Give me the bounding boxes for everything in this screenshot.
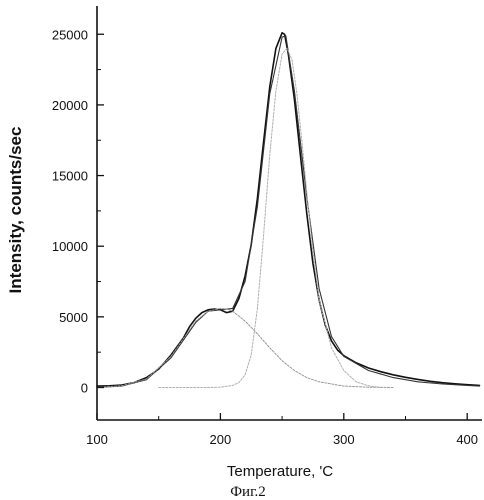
y-tick-label: 20000: [52, 98, 88, 113]
y-axis-title: Intensity, counts/sec: [6, 127, 25, 294]
x-tick-label: 300: [333, 432, 355, 447]
component-1-curve: [97, 308, 393, 387]
measured-curve: [97, 33, 480, 386]
y-tick-label: 15000: [52, 169, 88, 184]
axis-layer: 100 200 300 400 0 5000 10000 15000 20000 25000: [52, 27, 478, 447]
y-tick-label: 0: [81, 381, 88, 396]
y-tick-label: 5000: [59, 310, 88, 325]
figure-caption: Фиг.2: [230, 484, 266, 500]
fit-total-curve: [97, 36, 480, 388]
x-tick-label: 200: [210, 432, 232, 447]
y-tick-label: 10000: [52, 239, 88, 254]
x-tick-label: 400: [456, 432, 478, 447]
x-axis-title: Temperature, 'C: [227, 463, 333, 480]
series-layer: [97, 33, 480, 388]
component-2-curve: [159, 48, 381, 387]
x-tick-label: 100: [86, 432, 108, 447]
y-tick-label: 25000: [52, 27, 88, 42]
